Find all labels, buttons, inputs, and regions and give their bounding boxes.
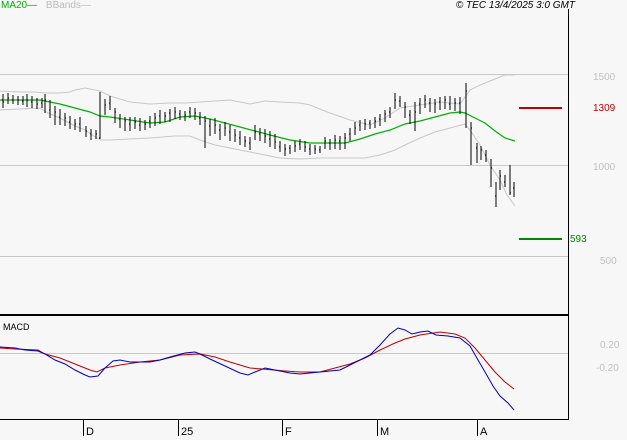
- chart-legend: MA20— BBands—: [1, 0, 91, 12]
- x-label-2025: 25: [181, 426, 194, 438]
- macd-signal-line: [0, 331, 515, 390]
- price-gridlines: [0, 74, 568, 257]
- macd-panel-title: MACD: [3, 322, 30, 332]
- legend-bbands-label: BBands: [45, 0, 81, 11]
- price-label-1000: 1000: [593, 162, 616, 173]
- macd-line: [0, 327, 515, 411]
- copyright-timestamp: © TEC 13/4/2025 3:0 GMT: [455, 0, 575, 11]
- price-label-1500: 1500: [593, 72, 616, 83]
- macd-label-negative: -0.20: [596, 363, 619, 374]
- legend-ma20: MA20—: [1, 0, 38, 11]
- support-level-label: 593: [570, 234, 587, 245]
- ma20-line: [0, 99, 516, 144]
- legend-bbands: BBands—: [45, 0, 91, 11]
- x-label-mar: M: [380, 426, 390, 438]
- resistance-level-label: 1309: [593, 103, 616, 114]
- macd-label-positive: 0.20: [600, 340, 620, 351]
- x-label-dec: D: [86, 426, 94, 438]
- x-label-feb: F: [285, 426, 292, 438]
- x-label-apr: A: [480, 426, 488, 438]
- x-axis-ticks: [83, 420, 478, 436]
- price-bars: [2, 83, 515, 207]
- bollinger-bands: [0, 74, 516, 207]
- legend-ma20-label: MA20: [1, 0, 28, 11]
- price-label-500: 500: [600, 256, 617, 267]
